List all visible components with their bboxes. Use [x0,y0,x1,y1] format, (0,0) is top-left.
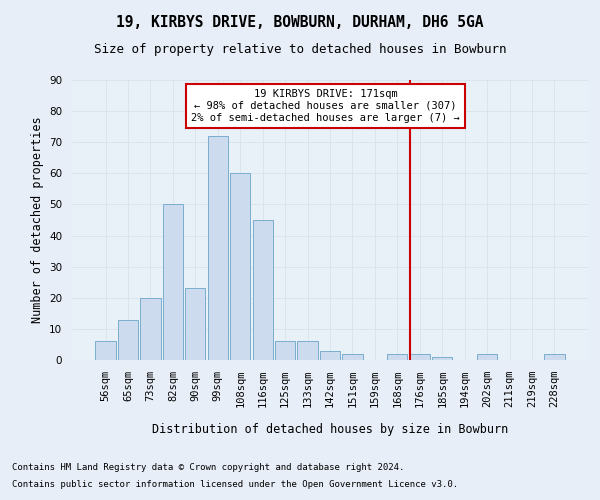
Text: Size of property relative to detached houses in Bowburn: Size of property relative to detached ho… [94,42,506,56]
Bar [477,354,497,360]
Bar [320,350,340,360]
Bar [163,204,183,360]
Text: Distribution of detached houses by size in Bowburn: Distribution of detached houses by size … [152,422,508,436]
Bar [410,354,430,360]
Text: Contains public sector information licensed under the Open Government Licence v3: Contains public sector information licen… [12,480,458,489]
Bar [95,342,116,360]
Bar [544,354,565,360]
Bar [185,288,205,360]
Bar [387,354,407,360]
Bar [432,357,452,360]
Bar [118,320,138,360]
Bar [208,136,228,360]
Bar [298,342,317,360]
Bar [343,354,362,360]
Bar [230,174,250,360]
Bar [253,220,273,360]
Text: 19 KIRBYS DRIVE: 171sqm
← 98% of detached houses are smaller (307)
2% of semi-de: 19 KIRBYS DRIVE: 171sqm ← 98% of detache… [191,90,460,122]
Y-axis label: Number of detached properties: Number of detached properties [31,116,44,324]
Bar [140,298,161,360]
Bar [275,342,295,360]
Text: Contains HM Land Registry data © Crown copyright and database right 2024.: Contains HM Land Registry data © Crown c… [12,462,404,471]
Text: 19, KIRBYS DRIVE, BOWBURN, DURHAM, DH6 5GA: 19, KIRBYS DRIVE, BOWBURN, DURHAM, DH6 5… [116,15,484,30]
